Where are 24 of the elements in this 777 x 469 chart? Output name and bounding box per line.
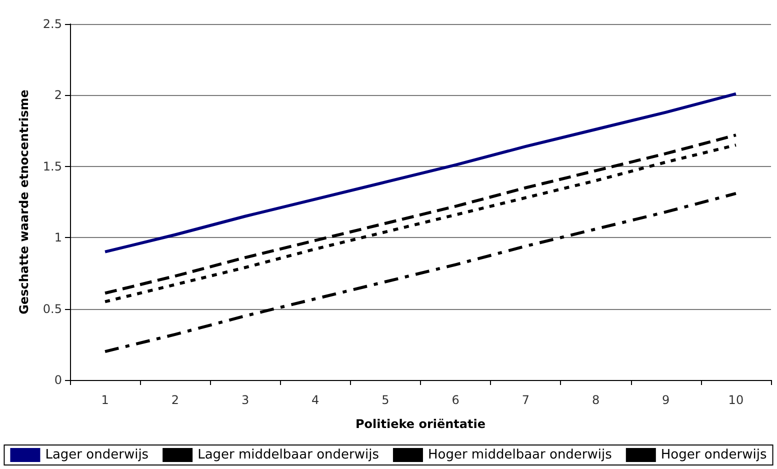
x-tick-label: 4	[312, 393, 320, 407]
x-tick-label: 8	[592, 393, 600, 407]
x-tick-label: 3	[241, 393, 250, 407]
y-tick-label: 0.5	[42, 302, 62, 316]
x-tick-label: 2	[171, 393, 179, 407]
legend-label: Hoger onderwijs	[660, 448, 768, 462]
x-tick-label: 10	[728, 393, 744, 407]
x-tick-label: 1	[101, 393, 109, 407]
legend-label: Lager middelbaar onderwijs	[198, 448, 380, 462]
x-tick-label: 7	[522, 393, 530, 407]
x-tick-label: 6	[452, 393, 460, 407]
legend-label: Hoger middelbaar onderwijs	[428, 448, 612, 462]
y-tick-label: 0	[54, 373, 62, 387]
x-tick-label: 5	[382, 393, 390, 407]
line-series	[104, 92, 738, 254]
line-series	[104, 192, 738, 354]
legend-label: Lager onderwijs	[45, 448, 149, 462]
x-axis-title: Politieke oriëntatie	[355, 417, 486, 431]
y-tick-label: 2.5	[42, 17, 62, 31]
y-tick-label: 2	[54, 88, 62, 102]
y-tick-label: 1.5	[42, 159, 62, 174]
y-tick-label: 1	[54, 230, 62, 245]
x-tick-label: 9	[662, 393, 670, 407]
y-axis-title: Geschatte waarde etnocentrisme	[17, 90, 31, 314]
